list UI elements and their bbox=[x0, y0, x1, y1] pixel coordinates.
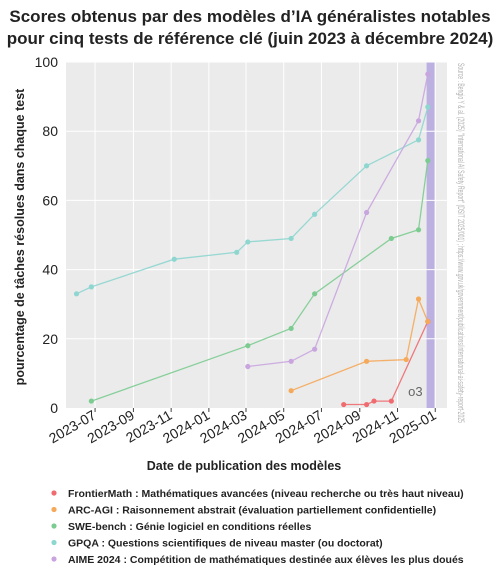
y-tick-label: 40 bbox=[42, 262, 58, 278]
legend-label-1: FrontierMath : Mathématiques avancées (n… bbox=[68, 488, 464, 500]
series-4-point bbox=[425, 104, 431, 110]
series-4-point bbox=[171, 256, 177, 262]
y-tick-label: 80 bbox=[42, 123, 58, 139]
y-tick-label: 0 bbox=[50, 400, 58, 416]
series-4-point bbox=[88, 284, 94, 290]
series-2-point bbox=[363, 358, 370, 364]
y-tick-label: 60 bbox=[42, 192, 58, 208]
legend-label-4: GPQA : Questions scientifiques de niveau… bbox=[68, 538, 383, 550]
legend-marker-4 bbox=[51, 539, 57, 546]
plot-background bbox=[66, 62, 447, 408]
series-2-point bbox=[403, 356, 409, 363]
legend-label-3: SWE-bench : Génie logiciel en conditions… bbox=[68, 521, 311, 533]
series-1-point bbox=[371, 398, 377, 404]
series-3-point bbox=[312, 291, 318, 297]
series-3-point bbox=[288, 325, 294, 332]
legend: FrontierMath : Mathématiques avancées (n… bbox=[51, 488, 464, 566]
series-line-4 bbox=[76, 106, 429, 295]
series-2-point bbox=[415, 296, 422, 302]
chart-subtitle: pour cinq tests de référence clé (juin 2… bbox=[7, 29, 494, 48]
series-4-point bbox=[312, 211, 318, 217]
series-5-point bbox=[415, 118, 422, 124]
o3-highlight-band bbox=[426, 62, 435, 408]
series-4-point bbox=[288, 235, 294, 242]
chart-title: Scores obtenus par des modèles d’IA géné… bbox=[9, 7, 490, 26]
series-1-point bbox=[341, 401, 347, 408]
series-3-point bbox=[388, 235, 394, 242]
series-5-point bbox=[425, 71, 431, 77]
series-3-point bbox=[425, 158, 431, 164]
series-5-point bbox=[363, 209, 370, 216]
series-1-point bbox=[388, 398, 394, 404]
legend-label-5: AIME 2024 : Compétition de mathématiques… bbox=[68, 554, 464, 566]
y-tick-label: 100 bbox=[35, 54, 59, 70]
plot-area: 0204060801002023-072023-092023-112024-01… bbox=[35, 54, 447, 446]
series-3-point bbox=[415, 227, 422, 233]
o3-label: o3 bbox=[408, 384, 422, 399]
series-5-point bbox=[312, 346, 318, 352]
series-4-point bbox=[363, 163, 370, 169]
series-1-point bbox=[363, 401, 370, 408]
source-note: Source : Bengio Y & al. (2025) "Internat… bbox=[455, 63, 466, 423]
legend-marker-3 bbox=[51, 523, 57, 529]
series-5-point bbox=[288, 358, 294, 364]
series-line-5 bbox=[247, 73, 429, 368]
series-2-point bbox=[425, 318, 431, 325]
legend-marker-2 bbox=[51, 506, 57, 513]
series-5-point bbox=[245, 363, 251, 370]
series-4-point bbox=[415, 137, 422, 143]
series-3-point bbox=[245, 343, 251, 349]
legend-marker-1 bbox=[51, 490, 57, 496]
series-4-point bbox=[73, 291, 80, 297]
series-4-point bbox=[234, 249, 240, 255]
series-4-point bbox=[245, 239, 251, 245]
y-axis-label: pourcentage de tâches résolues dans chaq… bbox=[13, 88, 27, 385]
legend-marker-5 bbox=[51, 556, 57, 562]
y-tick-label: 20 bbox=[42, 331, 58, 347]
x-axis-label: Date de publication des modèles bbox=[147, 459, 342, 473]
series-2-point bbox=[288, 388, 294, 394]
series-3-point bbox=[88, 398, 94, 404]
legend-label-2: ARC-AGI : Raisonnement abstrait (évaluat… bbox=[68, 505, 436, 517]
